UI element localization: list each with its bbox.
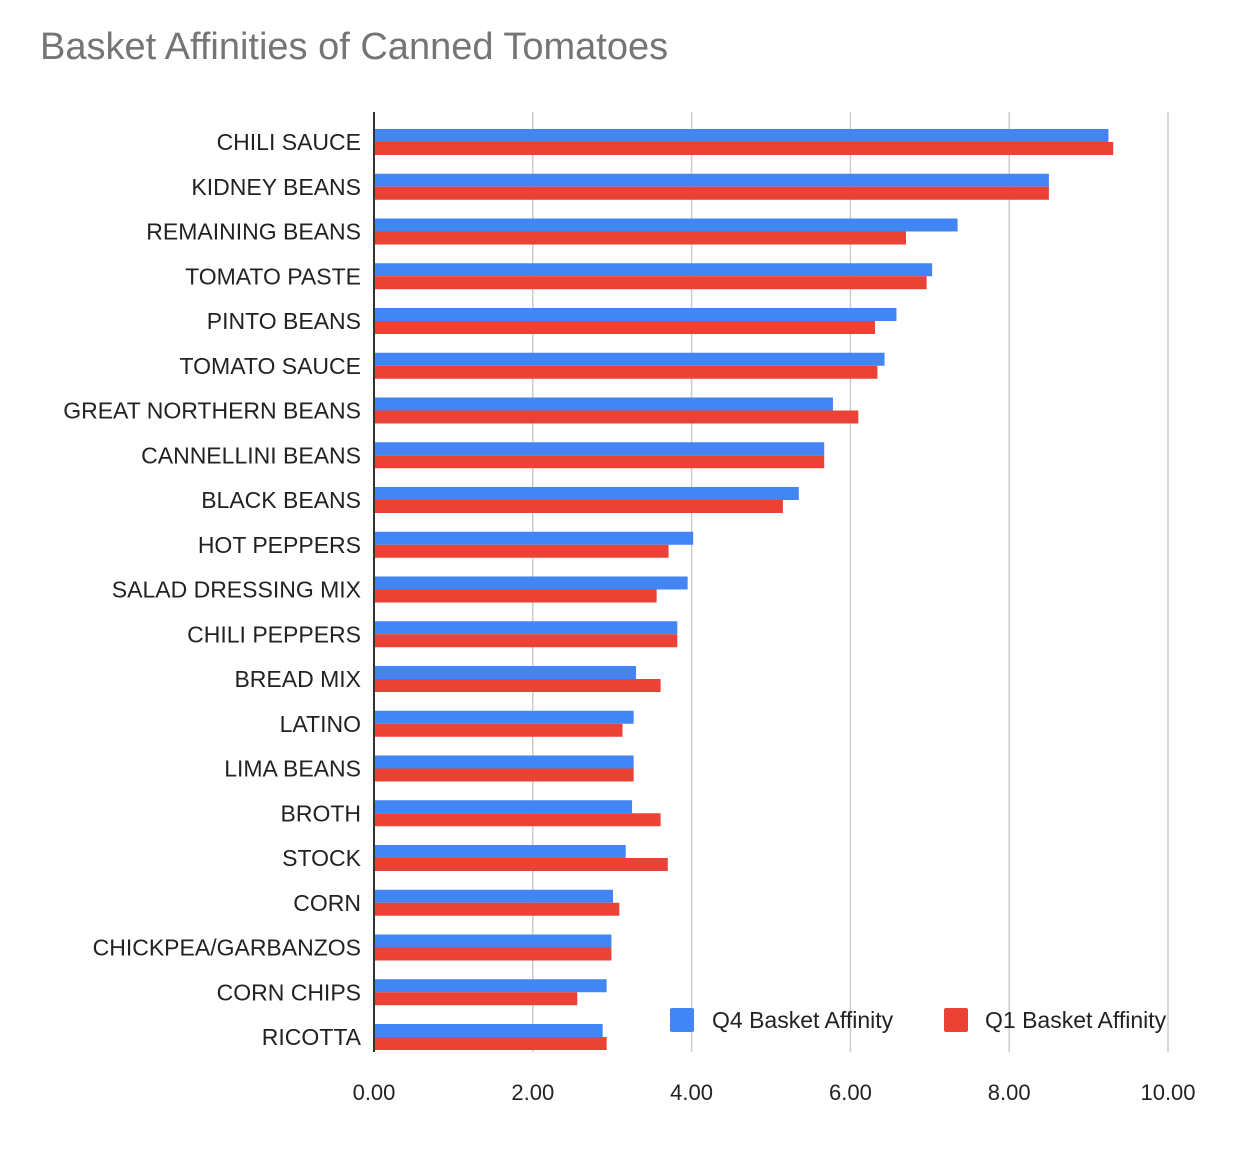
bar-q4 [374,263,933,277]
bar-q1 [374,410,859,424]
category-label: STOCK [282,845,361,871]
category-label: SALAD DRESSING MIX [112,577,361,603]
bar-q4 [374,755,634,769]
category-label: HOT PEPPERS [198,532,361,558]
bar-q4 [374,397,833,411]
category-label: LATINO [280,711,361,737]
bar-q1 [374,142,1114,155]
category-label: BLACK BEANS [201,487,361,513]
category-label: CORN [293,890,361,916]
category-label: BROTH [281,800,362,826]
bar-q4 [374,218,958,232]
category-label: TOMATO PASTE [185,263,361,289]
bar-q1 [374,500,783,513]
bar-q1 [374,231,906,245]
category-label: GREAT NORTHERN BEANS [63,398,361,424]
bar-q1 [374,813,661,827]
bar-q1 [374,679,661,692]
chart-title: Basket Affinities of Canned Tomatoes [40,26,669,68]
legend-swatch [944,1008,968,1032]
bar-q4 [374,352,885,366]
bar-q1 [374,723,623,737]
bar-q4 [374,531,694,545]
bar-q1 [374,992,578,1006]
x-tick-label: 8.00 [988,1080,1031,1105]
category-label: KIDNEY BEANS [191,174,361,200]
category-label: PINTO BEANS [207,308,361,334]
x-tick-label: 0.00 [353,1080,396,1105]
bar-q1 [374,321,876,334]
bar-q4 [374,621,678,635]
category-label: LIMA BEANS [224,756,361,782]
bar-q1 [374,276,927,290]
bar-q4 [374,845,626,858]
bar-q4 [374,129,1109,142]
bar-q1 [374,455,825,469]
bars [374,129,1114,1050]
category-label: CORN CHIPS [217,979,361,1005]
bar-q1 [374,858,668,871]
bar-q4 [374,666,637,679]
bar-q4 [374,889,613,903]
x-tick-labels: 0.00 2.00 4.00 6.00 8.00 10.00 [353,1080,1196,1105]
bar-q1 [374,634,678,648]
bar-q4 [374,487,799,500]
bar-q1 [374,544,669,558]
bar-q1 [374,902,620,916]
category-label: CHILI PEPPERS [187,621,361,647]
x-tick-label: 10.00 [1140,1080,1195,1105]
bar-q4 [374,173,1049,187]
x-tick-label: 6.00 [829,1080,872,1105]
bar-q4 [374,979,607,993]
legend-swatch [670,1008,694,1032]
category-label: BREAD MIX [234,666,361,692]
bar-q1 [374,1037,607,1050]
category-label: CHILI SAUCE [217,129,361,155]
bar-q4 [374,308,897,321]
legend-label: Q1 Basket Affinity [985,1007,1167,1033]
category-label: TOMATO SAUCE [180,353,361,379]
category-label: RICOTTA [262,1024,362,1050]
x-tick-label: 2.00 [511,1080,554,1105]
legend: Q4 Basket Affinity Q1 Basket Affinity [670,1007,1167,1033]
category-label: REMAINING BEANS [146,219,361,245]
category-label: CANNELLINI BEANS [141,442,361,468]
bar-q1 [374,186,1049,200]
legend-label: Q4 Basket Affinity [712,1007,894,1033]
bar-q1 [374,365,878,379]
bar-q4 [374,576,688,590]
bar-q4 [374,1024,603,1037]
bar-q4 [374,934,612,948]
category-label: CHICKPEA/GARBANZOS [93,935,361,961]
bar-q1 [374,589,657,603]
bar-q4 [374,710,634,724]
bar-q4 [374,442,825,456]
x-tick-label: 4.00 [670,1080,713,1105]
bar-q1 [374,768,634,782]
bar-q4 [374,800,633,814]
bar-q1 [374,947,612,961]
category-labels: CHILI SAUCE KIDNEY BEANS REMAINING BEANS TO… [63,129,361,1050]
